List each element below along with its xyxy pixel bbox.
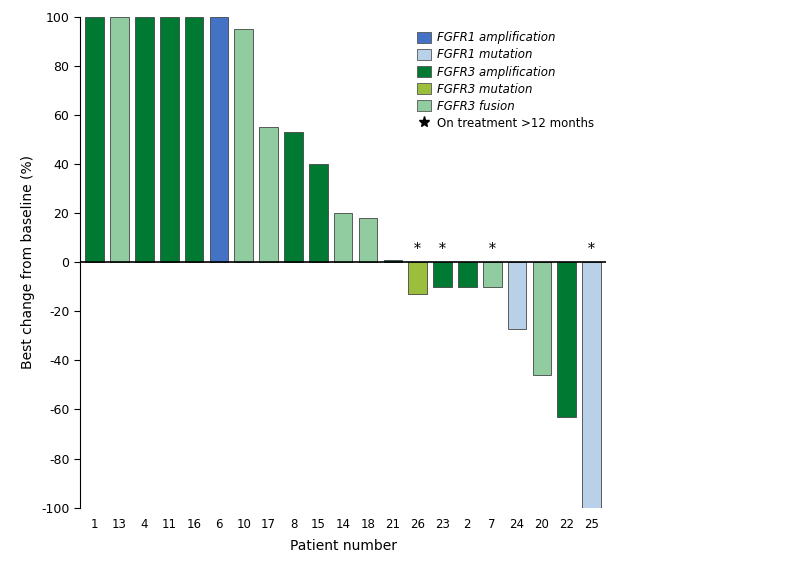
Bar (458, 262, 476, 287)
X-axis label: Patient number: Patient number (290, 539, 397, 553)
Text: *: * (439, 242, 446, 256)
Bar (558, 262, 576, 417)
Bar (135, 17, 154, 262)
Bar (532, 262, 551, 375)
Bar (384, 260, 402, 262)
Bar (483, 262, 501, 287)
Text: *: * (488, 242, 496, 256)
Y-axis label: Best change from baseline (%): Best change from baseline (%) (22, 155, 35, 369)
Bar (160, 17, 179, 262)
Bar (185, 17, 203, 262)
Bar (284, 132, 302, 262)
Bar (409, 262, 427, 294)
Bar (358, 218, 377, 262)
Bar (583, 262, 601, 508)
Bar (309, 164, 328, 262)
Bar (110, 17, 128, 262)
Bar (210, 17, 228, 262)
Legend: FGFR1 amplification, FGFR1 mutation, FGFR3 amplification, FGFR3 mutation, FGFR3 : FGFR1 amplification, FGFR1 mutation, FGF… (413, 28, 598, 134)
Bar (85, 17, 104, 262)
Bar (259, 127, 278, 262)
Bar (235, 29, 253, 262)
Text: *: * (414, 242, 421, 256)
Bar (433, 262, 452, 287)
Bar (334, 213, 353, 262)
Bar (508, 262, 527, 328)
Text: *: * (588, 242, 595, 256)
